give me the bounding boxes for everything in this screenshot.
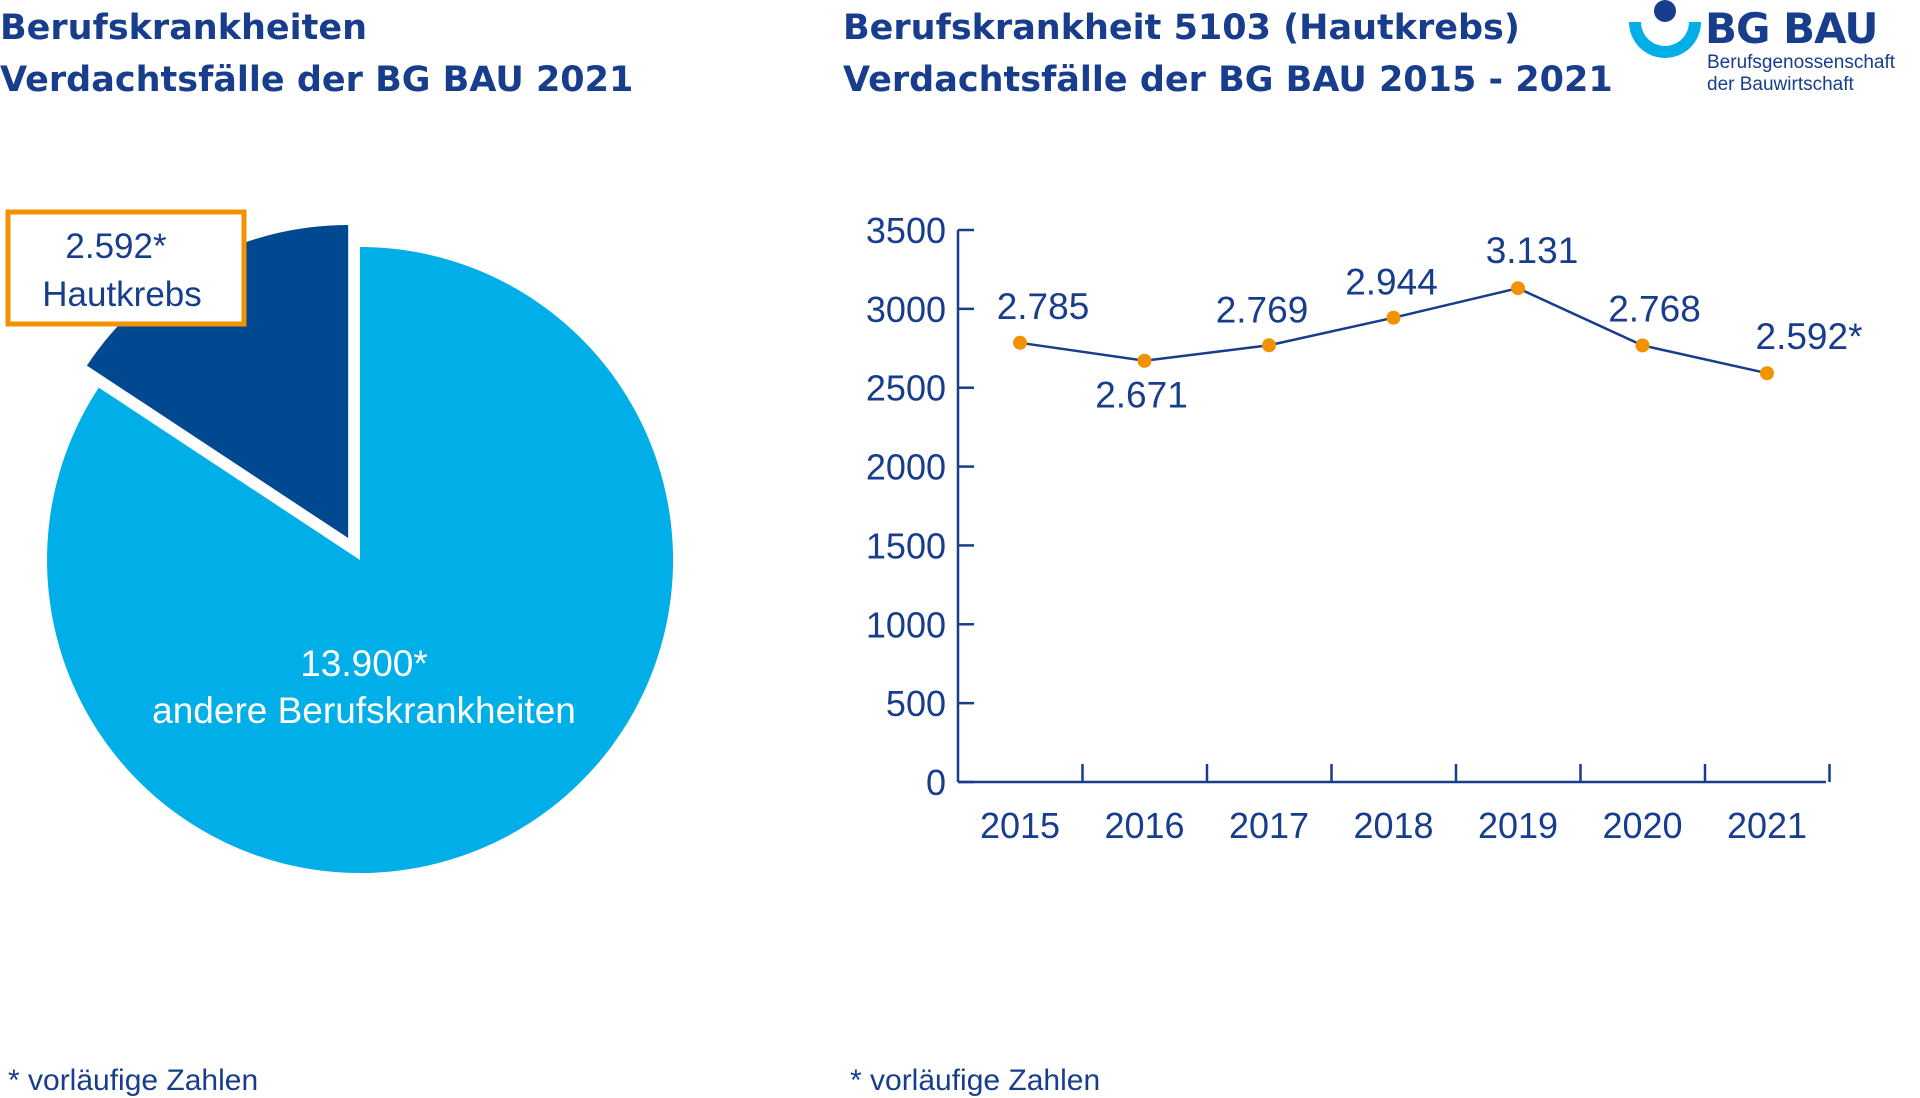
logo-brand-text: BG BAU — [1705, 4, 1878, 53]
y-tick-label: 0 — [926, 762, 946, 803]
x-tick-label: 2021 — [1727, 805, 1807, 846]
line-title-line1: Berufskrankheit 5103 (Hautkrebs) — [843, 8, 1520, 48]
pie-chart-title: Berufskrankheiten Verdachtsfälle der BG … — [0, 2, 633, 106]
data-label: 2.592* — [1756, 316, 1863, 357]
y-tick-label: 1500 — [866, 525, 946, 566]
x-tick-label: 2016 — [1104, 805, 1184, 846]
data-label: 2.769 — [1216, 289, 1309, 330]
logo-subtitle-line2: der Bauwirtschaft — [1707, 74, 1854, 95]
bg-bau-logo: BG BAU Berufsgenossenschaft der Bauwirts… — [1625, 0, 1915, 110]
y-tick-label: 500 — [886, 683, 946, 724]
y-axis: 0 500 1000 1500 2000 2500 3000 3500 — [866, 210, 974, 803]
data-points — [1013, 281, 1774, 381]
pie-slice-andere-berufskrankheiten — [47, 247, 674, 873]
pie-title-line1: Berufskrankheiten — [0, 8, 368, 48]
x-tick-label: 2019 — [1478, 805, 1558, 846]
line-chart-title: Berufskrankheit 5103 (Hautkrebs) Verdach… — [843, 2, 1613, 106]
data-point — [1760, 366, 1774, 381]
data-point — [1635, 338, 1650, 353]
andere-value-label: 13.900* — [300, 643, 428, 684]
hautkrebs-label-box — [5, 209, 247, 327]
y-tick-label: 3500 — [866, 210, 946, 251]
y-tick-label: 3000 — [866, 289, 946, 330]
logo-subtitle-line1: Berufsgenossenschaft — [1707, 52, 1896, 73]
hautkrebs-name-label: Hautkrebs — [42, 275, 202, 314]
x-axis: 2015 2016 2017 2018 2019 2020 2021 — [958, 764, 1831, 846]
bg-bau-logo-icon — [1629, 0, 1701, 58]
data-point — [1386, 310, 1401, 325]
data-label: 2.768 — [1608, 288, 1701, 329]
data-labels: 2.785 2.671 2.769 2.944 3.131 2.768 2.592* — [997, 230, 1863, 416]
data-point — [1262, 338, 1276, 353]
y-tick-label: 2500 — [866, 368, 946, 409]
data-label: 3.131 — [1486, 230, 1579, 271]
x-tick-label: 2017 — [1229, 805, 1309, 846]
data-point — [1511, 281, 1525, 296]
hautkrebs-value-label: 2.592* — [65, 227, 167, 266]
data-label: 2.944 — [1345, 262, 1438, 303]
data-point — [1013, 335, 1027, 350]
data-point — [1137, 353, 1152, 368]
pie-title-line2: Verdachtsfälle der BG BAU 2021 — [0, 60, 634, 100]
x-tick-label: 2018 — [1353, 805, 1433, 846]
andere-name-label: andere Berufskrankheiten — [152, 690, 576, 731]
footnote-left: * vorläufige Zahlen — [8, 1064, 259, 1097]
data-label: 2.671 — [1095, 375, 1188, 416]
footnote-right: * vorläufige Zahlen — [850, 1064, 1101, 1097]
line-title-line2: Verdachtsfälle der BG BAU 2015 - 2021 — [843, 60, 1613, 100]
x-tick-label: 2015 — [980, 805, 1060, 846]
x-tick-label: 2020 — [1602, 805, 1682, 846]
data-label: 2.785 — [997, 286, 1090, 327]
pie-chart: 2.592* Hautkrebs 13.900* andere Berufskr… — [5, 209, 674, 873]
y-tick-label: 2000 — [866, 447, 946, 488]
y-tick-label: 1000 — [866, 604, 946, 645]
